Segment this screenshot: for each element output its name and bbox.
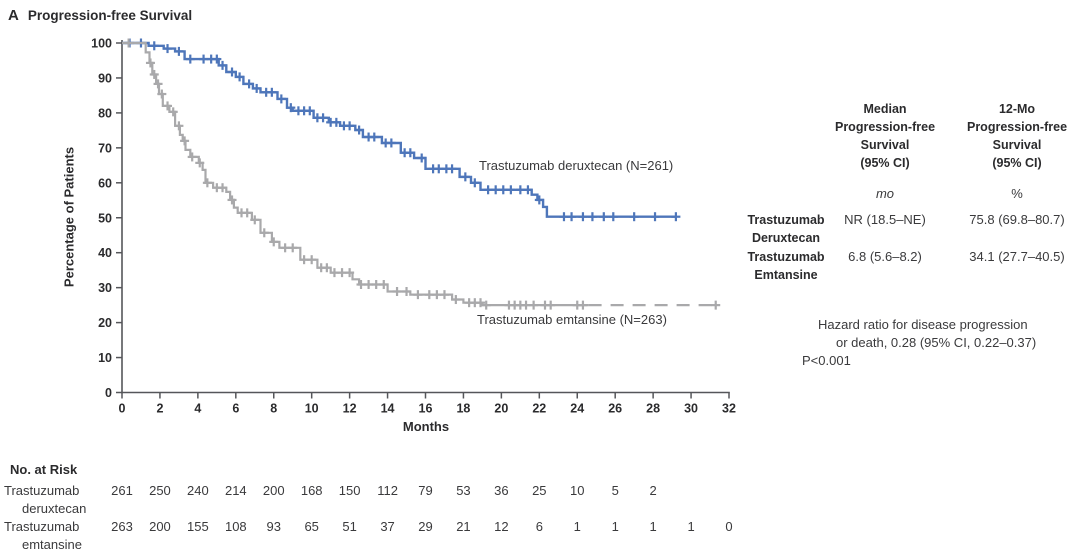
x-tick-label: 0 (119, 402, 126, 416)
risk-row-label-deruxtecan-line1: Trastuzumab (4, 483, 80, 498)
risk-count: 1 (611, 519, 619, 534)
panel-letter: A (8, 7, 19, 24)
summary-col-median-header: Median Progression-free Survival (95% CI… (834, 102, 936, 170)
x-tick-label: 4 (194, 402, 201, 416)
panel-title: A Progression-free Survival (8, 7, 192, 24)
curve-label-emtansine: Trastuzumab emtansine (N=263) (477, 312, 667, 327)
risk-count: 1 (687, 519, 695, 534)
risk-count: 168 (300, 483, 323, 498)
risk-row-label-deruxtecan-line2: deruxtecan (22, 501, 87, 516)
summary-value-emtansine-median: 6.8 (5.6–8.2) (848, 249, 922, 264)
series-deruxtecan (122, 38, 681, 222)
risk-count: 108 (224, 519, 247, 534)
censor-marks (125, 38, 681, 222)
y-tick-label: 30 (98, 281, 112, 295)
risk-count: 36 (494, 483, 509, 498)
summary-row-label-deruxtecan: Trastuzumab Deruxtecan (747, 213, 825, 245)
risk-count: 29 (418, 519, 433, 534)
risk-count: 200 (149, 519, 171, 534)
x-tick-label: 2 (156, 402, 163, 416)
risk-count: 214 (224, 483, 247, 498)
x-tick-label: 18 (456, 402, 470, 416)
y-tick-label: 100 (91, 37, 112, 51)
risk-count: 261 (111, 483, 133, 498)
risk-count: 5 (611, 483, 619, 498)
panel-title-text: Progression-free Survival (27, 8, 193, 23)
summary-row-label-emtansine: Trastuzumab Emtansine (747, 250, 825, 282)
y-axis-title: Percentage of Patients (61, 146, 77, 288)
risk-count: 6 (535, 519, 543, 534)
y-tick-label: 80 (98, 106, 112, 120)
x-tick-label: 20 (494, 402, 508, 416)
risk-count: 25 (532, 483, 547, 498)
hazard-ratio-annotation: Hazard ratio for disease progression or … (802, 317, 1037, 368)
curve-label-deruxtecan: Trastuzumab deruxtecan (N=261) (479, 158, 674, 173)
risk-count: 150 (338, 483, 361, 498)
risk-count: 53 (456, 483, 471, 498)
survival-curve (122, 41, 676, 218)
x-tick-label: 22 (532, 402, 546, 416)
summary-value-emtansine-12mo: 34.1 (27.7–40.5) (969, 249, 1065, 264)
risk-count: 112 (377, 483, 398, 498)
risk-table-title: No. at Risk (10, 462, 78, 477)
risk-row-label-emtansine-line1: Trastuzumab (4, 519, 80, 534)
x-tick-label: 12 (343, 402, 357, 416)
risk-count: 37 (380, 519, 395, 534)
summary-unit-months: mo (875, 186, 895, 201)
y-tick-label: 60 (98, 176, 112, 190)
risk-count: 65 (304, 519, 319, 534)
risk-counts-deruxtecan: 261 250 240 214 200 168 150 112 79 53 36 25 10 5 2 (0, 483, 1080, 499)
y-axis-ticks: 0 10 20 30 40 50 60 70 80 90 100 (91, 37, 122, 400)
y-tick-label: 10 (98, 351, 112, 365)
survival-curve-solid (122, 41, 589, 307)
censor-marks (124, 38, 721, 310)
risk-count: 1 (573, 519, 581, 534)
x-tick-label: 8 (270, 402, 277, 416)
risk-count: 93 (266, 519, 281, 534)
x-tick-label: 16 (419, 402, 433, 416)
risk-count: 2 (649, 483, 657, 498)
risk-count: 12 (494, 519, 509, 534)
summary-col-12mo-header: 12-Mo Progression-free Survival (95% CI) (966, 102, 1068, 170)
risk-count: 79 (418, 483, 433, 498)
x-tick-label: 10 (305, 402, 319, 416)
risk-count: 1 (649, 519, 657, 534)
y-tick-label: 50 (98, 211, 112, 225)
summary-value-deruxtecan-12mo: 75.8 (69.8–80.7) (969, 212, 1065, 227)
risk-count: 263 (111, 519, 133, 534)
x-tick-label: 30 (684, 402, 698, 416)
risk-count: 250 (149, 483, 171, 498)
risk-count: 155 (187, 519, 209, 534)
x-tick-label: 28 (646, 402, 660, 416)
y-tick-label: 70 (98, 141, 112, 155)
risk-count: 240 (187, 483, 209, 498)
risk-count: 200 (262, 483, 285, 498)
risk-count: 10 (570, 483, 585, 498)
x-tick-label: 6 (232, 402, 239, 416)
x-tick-label: 14 (381, 402, 395, 416)
x-tick-label: 26 (608, 402, 622, 416)
y-tick-label: 40 (98, 246, 112, 260)
y-tick-label: 20 (98, 316, 112, 330)
x-axis-ticks: 0 2 4 6 8 10 12 14 16 18 20 22 24 26 28 30 32 (119, 392, 736, 416)
risk-count: 0 (725, 519, 733, 534)
risk-count: 51 (342, 519, 357, 534)
y-tick-label: 90 (98, 71, 112, 85)
risk-count: 21 (456, 519, 471, 534)
summary-value-deruxtecan-median: NR (18.5–NE) (844, 212, 926, 227)
x-axis-title: Months (402, 419, 450, 434)
risk-counts-emtansine: 263 200 155 108 93 65 51 37 29 21 12 6 1 1 1 1 0 (0, 519, 1080, 535)
x-tick-label: 24 (570, 402, 584, 416)
summary-unit-percent: % (1011, 186, 1023, 201)
risk-row-label-emtansine-line2: emtansine (22, 537, 82, 552)
y-tick-label: 0 (105, 386, 112, 400)
series-emtansine (122, 38, 721, 310)
x-tick-label: 32 (722, 402, 736, 416)
